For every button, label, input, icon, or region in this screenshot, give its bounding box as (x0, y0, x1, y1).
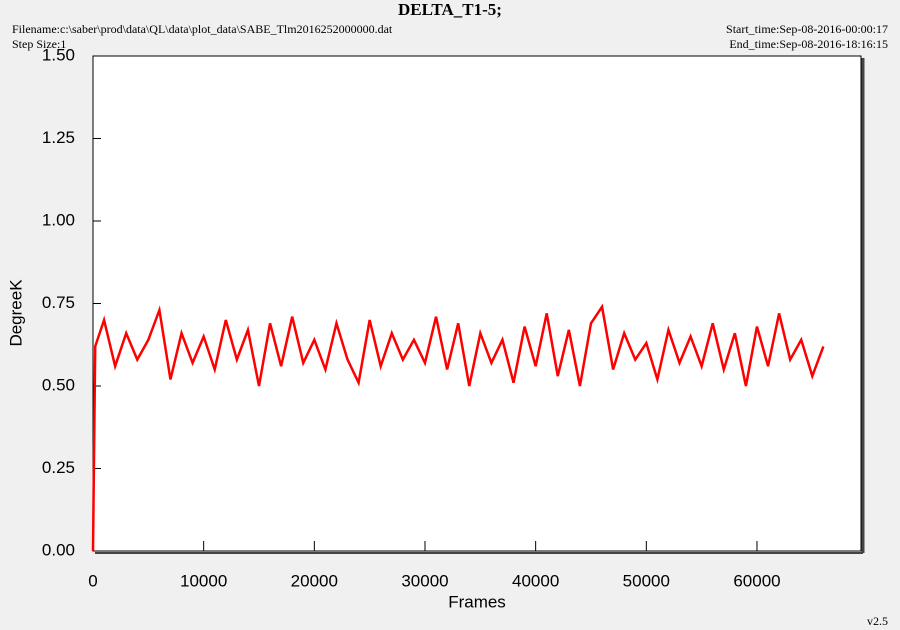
y-tick-label: 0.50 (42, 375, 75, 394)
data-line (91, 303, 825, 552)
filename: Filename:c:\saber\prod\data\QL\data\plot… (12, 22, 393, 36)
x-tick-label: 0 (88, 571, 97, 590)
x-tick-label: 40000 (512, 571, 559, 590)
plot-area (92, 55, 862, 552)
step-size: Step Size:1 (12, 37, 66, 51)
version: v2.5 (867, 614, 888, 628)
x-tick-label: 10000 (180, 571, 227, 590)
start-time: Start_time:Sep-08-2016-00:00:17 (726, 22, 888, 36)
chart-title: DELTA_T1-5; (398, 0, 502, 19)
y-tick-label: 1.00 (42, 210, 75, 229)
y-tick-label: 0.00 (42, 540, 75, 559)
y-tick-label: 0.75 (42, 293, 75, 312)
x-tick-label: 60000 (733, 571, 780, 590)
y-axis-label: DegreeK (6, 279, 25, 347)
x-tick-label: 50000 (623, 571, 670, 590)
end-time: End_time:Sep-08-2016-18:16:15 (729, 37, 888, 51)
x-tick-label: 20000 (291, 571, 338, 590)
y-tick-label: 1.50 (42, 45, 75, 64)
x-axis-label: Frames (448, 592, 506, 611)
x-tick-label: 30000 (401, 571, 448, 590)
y-tick-label: 0.25 (42, 458, 75, 477)
y-tick-label: 1.25 (42, 128, 75, 147)
